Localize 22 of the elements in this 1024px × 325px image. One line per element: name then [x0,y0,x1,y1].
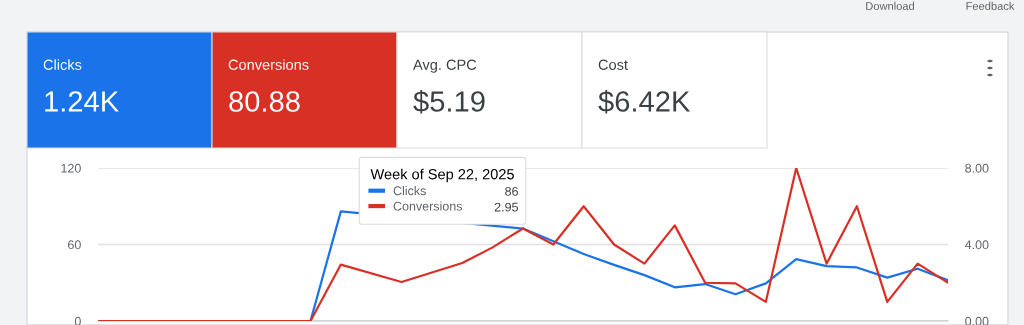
y2-tick-label: 8.00 [965,163,989,173]
legend-label: Conversions [393,201,463,211]
line-series [98,168,948,321]
text: Avg. CPC [413,59,477,73]
text: Conversions [228,59,309,70]
y-tick-label: 60 [68,240,81,250]
annotation: 2.95 [494,202,518,212]
text: Clicks [43,59,82,70]
text: Download [866,1,914,10]
text: 1.24K [45,91,119,112]
y-tick-label: 120 [61,163,81,173]
legend-title: Week of Sep 22, 2025 [370,168,514,183]
text: $6.42K [598,89,691,114]
annotation: 86 [505,186,518,196]
y2-tick-label: 0.00 [965,316,989,325]
text: 80.88 [229,91,300,112]
y-tick-label: 0 [74,316,81,325]
y2-tick-label: 4.00 [964,240,989,250]
text: Feedback [966,1,1015,10]
text: Cost [598,59,628,70]
text: $5.19 [413,89,485,114]
legend-label: Clicks [393,186,426,196]
